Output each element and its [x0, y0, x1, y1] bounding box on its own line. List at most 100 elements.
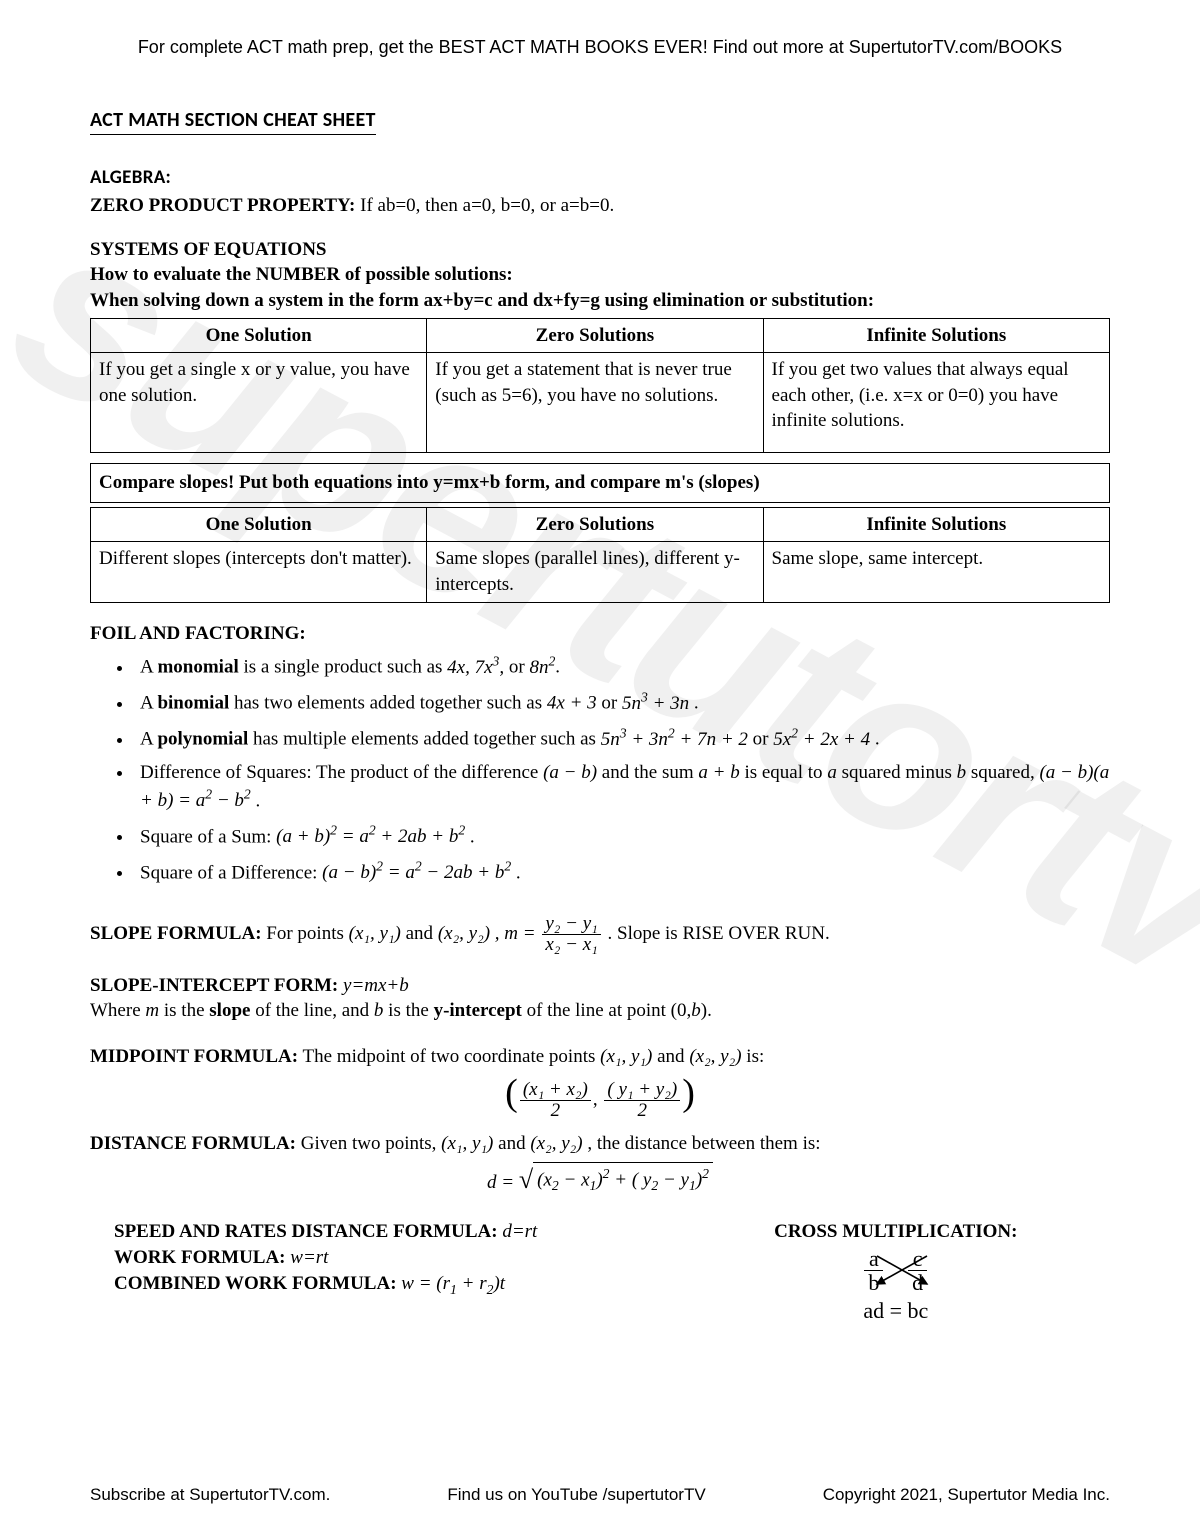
mid-label: MIDPOINT FORMULA: — [90, 1046, 298, 1067]
dos-m3: a — [827, 762, 837, 783]
foil-sqdiff: Square of a Difference: (a − b)2 = a2 − … — [134, 858, 1110, 886]
foil-mono: A monomial is a single product such as 4… — [134, 652, 1110, 680]
si-tc: of the line, and — [250, 1000, 373, 1021]
page-title: ACT MATH SECTION CHEAT SHEET — [90, 107, 376, 135]
speed-eq: d=rt — [498, 1221, 538, 1242]
mono-a: A — [140, 657, 157, 678]
slope-formula-line: SLOPE FORMULA: For points (x₁, y₁) and (… — [90, 914, 1110, 955]
poly-b: polynomial — [157, 729, 248, 750]
poly-c: has multiple elements added together suc… — [248, 729, 600, 750]
dos-d: squared minus — [837, 762, 957, 783]
si-bv: b — [374, 1000, 384, 1021]
si-eq: y=mx+b — [338, 975, 408, 996]
dos-a: Difference of Squares: The product of th… — [140, 762, 543, 783]
t2-h0: One Solution — [91, 507, 427, 542]
mid-p1: (x₁, y₁) — [600, 1046, 652, 1067]
mid-tb: and — [652, 1046, 689, 1067]
slope-meq: m = — [504, 923, 540, 944]
distance-line: DISTANCE FORMULA: Given two points, (x₁,… — [90, 1131, 1110, 1157]
sqdiff-a: Square of a Difference: — [140, 862, 322, 883]
t2-h1: Zero Solutions — [427, 507, 763, 542]
mid-fx-d: 2 — [520, 1101, 591, 1121]
t1-c2: If you get two values that always equal … — [763, 353, 1109, 453]
t2-c2: Same slope, same intercept. — [763, 542, 1109, 602]
zero-product-line: ZERO PRODUCT PROPERTY: If ab=0, then a=0… — [90, 193, 1110, 219]
midpoint-line: MIDPOINT FORMULA: The midpoint of two co… — [90, 1044, 1110, 1070]
speed-label: SPEED AND RATES DISTANCE FORMULA: — [114, 1221, 498, 1242]
t2-c1: Same slopes (parallel lines), different … — [427, 542, 763, 602]
si-label: SLOPE-INTERCEPT FORM: — [90, 975, 338, 996]
solutions-table-2: One Solution Zero Solutions Infinite Sol… — [90, 507, 1110, 603]
top-banner: For complete ACT math prep, get the BEST… — [90, 35, 1110, 59]
si-b2: b — [691, 1000, 701, 1021]
foil-sqsum: Square of a Sum: (a + b)2 = a2 + 2ab + b… — [134, 822, 1110, 850]
cross-arrows-icon — [871, 1250, 933, 1290]
mid-p2: (x₂, y₂) — [689, 1046, 741, 1067]
footer-left: Subscribe at SupertutorTV.com. — [90, 1484, 330, 1507]
bino-c: has two elements added together such as — [229, 693, 547, 714]
footer-right: Copyright 2021, Supertutor Media Inc. — [823, 1484, 1110, 1507]
foil-list: A monomial is a single product such as 4… — [134, 652, 1110, 885]
cwork-label: COMBINED WORK FORMULA: — [114, 1273, 397, 1294]
dos-m2: a + b — [698, 762, 739, 783]
algebra-heading: ALGEBRA: — [90, 165, 1110, 191]
work-label: WORK FORMULA: — [114, 1247, 286, 1268]
mid-fy-d: 2 — [604, 1101, 680, 1121]
t2-c0: Different slopes (intercepts don't matte… — [91, 542, 427, 602]
t1-c1: If you get a statement that is never tru… — [427, 353, 763, 453]
dos-m4: b — [957, 762, 967, 783]
dos-c: is equal to — [740, 762, 828, 783]
dist-deq: d = — [487, 1172, 519, 1193]
cross-mult-block: CROSS MULTIPLICATION: ab cd ad = — [682, 1219, 1110, 1326]
dos-b: and the sum — [597, 762, 698, 783]
dist-tc: , the distance between them is: — [583, 1133, 821, 1154]
systems-sub1: How to evaluate the NUMBER of possible s… — [90, 262, 1110, 288]
work-eq: w=rt — [286, 1247, 329, 1268]
footer: Subscribe at SupertutorTV.com. Find us o… — [90, 1484, 1110, 1507]
document-content: For complete ACT math prep, get the BEST… — [90, 35, 1110, 1326]
cross-mul-diagram: ab cd — [854, 1247, 937, 1294]
si-tf: ). — [701, 1000, 712, 1021]
dist-tb: and — [493, 1133, 530, 1154]
slope-p1: (x₁, y₁) — [349, 923, 401, 944]
cross-result: ad = bc — [682, 1296, 1110, 1326]
zero-product-label: ZERO PRODUCT PROPERTY: — [90, 195, 355, 216]
slope-num: y₂ − y₁ — [542, 914, 600, 935]
mid-fy-n: ( y₁ + y₂) — [604, 1080, 680, 1101]
systems-heading: SYSTEMS OF EQUATIONS — [90, 237, 1110, 263]
midpoint-formula: ((x₁ + x₂)2, ( y₁ + y₂)2) — [90, 1076, 1110, 1121]
solutions-table-1: One Solution Zero Solutions Infinite Sol… — [90, 318, 1110, 454]
slope-label: SLOPE FORMULA: — [90, 923, 262, 944]
systems-sub2: When solving down a system in the form a… — [90, 288, 1110, 314]
t1-h0: One Solution — [91, 318, 427, 353]
sqsum-a: Square of a Sum: — [140, 826, 276, 847]
t1-h2: Infinite Solutions — [763, 318, 1109, 353]
slope-intercept-block: SLOPE-INTERCEPT FORM: y=mx+b Where m is … — [90, 973, 1110, 1024]
foil-dos: Difference of Squares: The product of th… — [134, 760, 1110, 814]
rates-block: SPEED AND RATES DISTANCE FORMULA: d=rt W… — [90, 1219, 682, 1326]
dist-label: DISTANCE FORMULA: — [90, 1133, 296, 1154]
dist-p1: (x₁, y₁) — [441, 1133, 493, 1154]
t1-c0: If you get a single x or y value, you ha… — [91, 353, 427, 453]
bino-b: binomial — [157, 693, 229, 714]
si-m: m — [145, 1000, 159, 1021]
slope-den: x₂ − x₁ — [542, 935, 600, 955]
slope-after: . Slope is RISE OVER RUN. — [603, 923, 830, 944]
cross-label: CROSS MULTIPLICATION: — [682, 1219, 1110, 1245]
si-yint: y-intercept — [434, 1000, 522, 1021]
dist-p2: (x₂, y₂) — [530, 1133, 582, 1154]
dos-m1: (a − b) — [543, 762, 597, 783]
mid-tc: is: — [742, 1046, 765, 1067]
foil-poly: A polynomial has multiple elements added… — [134, 724, 1110, 752]
slope-frac: y₂ − y₁x₂ − x₁ — [542, 914, 600, 955]
dist-ta: Given two points, — [296, 1133, 441, 1154]
footer-mid: Find us on YouTube /supertutorTV — [447, 1484, 705, 1507]
si-tb: is the — [159, 1000, 209, 1021]
si-td: is the — [383, 1000, 433, 1021]
bottom-formulas: SPEED AND RATES DISTANCE FORMULA: d=rt W… — [90, 1219, 1110, 1326]
mono-b: monomial — [157, 657, 238, 678]
slope-p2: (x₂, y₂) , — [438, 923, 504, 944]
t2-h2: Infinite Solutions — [763, 507, 1109, 542]
si-te: of the line at point (0, — [522, 1000, 691, 1021]
bino-a: A — [140, 693, 157, 714]
